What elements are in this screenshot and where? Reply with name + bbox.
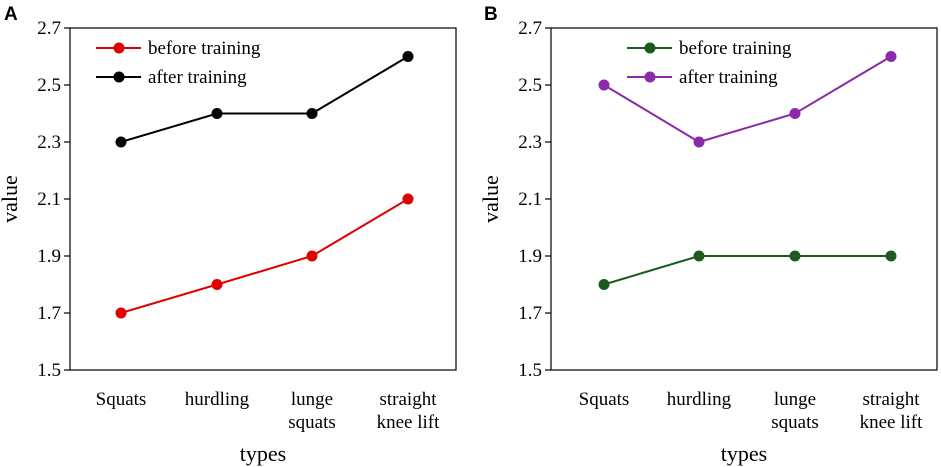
data-point-a-1-1 xyxy=(211,108,223,119)
y-tick-label-b-3: 2.1 xyxy=(518,189,542,210)
y-tick-label-b-2: 1.9 xyxy=(518,246,542,267)
legend-marker-b-after xyxy=(644,71,656,83)
series-line-b-1 xyxy=(603,55,892,144)
legend-label-a-before: before training xyxy=(148,38,261,59)
y-tick-label-a-4: 2.3 xyxy=(37,132,61,153)
data-point-b-1-3 xyxy=(885,51,897,62)
data-point-b-0-3 xyxy=(885,250,897,262)
legend-b: before training after training xyxy=(627,38,792,88)
x-category-label-b-3-line1: knee lift xyxy=(860,412,924,433)
data-point-a-1-3 xyxy=(402,51,414,62)
legend-marker-b-before xyxy=(644,42,656,54)
data-point-a-0-1 xyxy=(211,279,223,290)
x-axis-title-b: types xyxy=(721,441,767,466)
x-category-label-b-0: Squats xyxy=(579,389,630,410)
x-category-label-a-3-line0: straight xyxy=(380,389,438,410)
y-tick-label-b-6: 2.7 xyxy=(518,18,542,39)
data-point-b-1-2 xyxy=(789,108,801,119)
x-category-label-b-2-line0: lunge xyxy=(774,389,816,410)
legend-label-b-after: after training xyxy=(679,67,778,88)
legend-marker-a-after xyxy=(113,71,125,83)
x-category-label-b-1: hurdling xyxy=(667,389,732,410)
data-point-b-0-0 xyxy=(598,279,610,290)
chart-panel-a: A 1.5 1.7 1.9 2.1 2.3 2.5 2.7 Squats hurdling lu… xyxy=(0,4,457,466)
x-category-label-a-3-line1: knee lift xyxy=(377,412,441,433)
series-group-b xyxy=(598,51,897,290)
y-tick-label-b-1: 1.7 xyxy=(518,303,542,324)
series-line-b-0 xyxy=(603,255,891,286)
legend-label-b-before: before training xyxy=(679,38,792,59)
data-point-a-0-0 xyxy=(115,307,127,319)
data-point-a-0-2 xyxy=(306,250,318,262)
y-tick-label-a-6: 2.7 xyxy=(37,18,61,39)
legend-marker-a-before xyxy=(113,42,125,54)
y-tick-label-a-0: 1.5 xyxy=(37,360,61,381)
y-axis-title-a: value xyxy=(0,175,22,223)
y-axis-title-b: value xyxy=(478,175,503,223)
series-line-a-1 xyxy=(120,55,409,143)
data-point-a-1-2 xyxy=(306,108,318,119)
data-point-b-1-1 xyxy=(693,136,705,148)
data-point-b-0-1 xyxy=(693,250,705,262)
x-category-label-b-3-line0: straight xyxy=(863,389,921,410)
series-group-a xyxy=(115,51,414,319)
y-tick-label-b-4: 2.3 xyxy=(518,132,542,153)
series-line-a-0 xyxy=(120,198,409,314)
data-point-b-0-2 xyxy=(789,250,801,262)
x-axis-title-a: types xyxy=(240,441,286,466)
legend-label-a-after: after training xyxy=(148,67,247,88)
y-tick-label-a-2: 1.9 xyxy=(37,246,61,267)
x-category-label-a-2-line1: squats xyxy=(288,412,336,433)
panel-label-a: A xyxy=(4,4,18,25)
data-point-a-0-3 xyxy=(402,193,414,205)
x-category-label-a-1: hurdling xyxy=(185,389,250,410)
plot-frame-a xyxy=(69,27,457,371)
chart-panel-b: B 1.5 1.7 1.9 2.1 2.3 2.5 2.7 Squats hurdling lu… xyxy=(478,4,938,466)
y-tick-label-a-3: 2.1 xyxy=(37,189,61,210)
x-category-label-a-0: Squats xyxy=(96,389,147,410)
x-category-label-a-2-line0: lunge xyxy=(291,389,333,410)
y-tick-label-b-5: 2.5 xyxy=(518,75,542,96)
data-point-b-1-0 xyxy=(598,79,610,91)
y-tick-label-a-5: 2.5 xyxy=(37,75,61,96)
data-point-a-1-0 xyxy=(115,136,127,148)
panel-label-b: B xyxy=(484,4,498,25)
y-tick-label-a-1: 1.7 xyxy=(37,303,61,324)
legend-a: before training after training xyxy=(96,38,261,88)
y-axis-b: 1.5 1.7 1.9 2.1 2.3 2.5 2.7 xyxy=(518,18,551,381)
y-axis-a: 1.5 1.7 1.9 2.1 2.3 2.5 2.7 xyxy=(37,18,70,381)
x-category-label-b-2-line1: squats xyxy=(771,412,819,433)
y-tick-label-b-0: 1.5 xyxy=(518,360,542,381)
